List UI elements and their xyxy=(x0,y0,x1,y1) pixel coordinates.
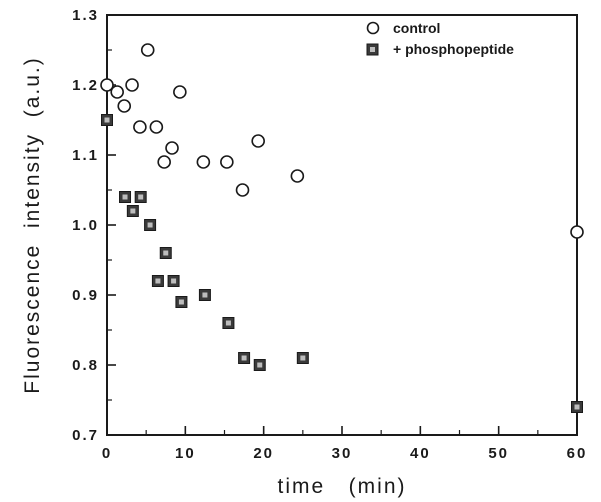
y-tick-label: 1.3 xyxy=(72,7,99,24)
axis-ticks xyxy=(106,14,578,436)
legend-label-control: control xyxy=(393,20,440,36)
phosphopeptide-point xyxy=(222,317,235,329)
control-point xyxy=(100,78,114,92)
phosphopeptide-point xyxy=(151,275,164,287)
x-axis-title: time (min) xyxy=(278,475,407,498)
x-tick-label: 0 xyxy=(102,445,112,462)
x-tick-label: 50 xyxy=(488,445,509,462)
y-tick-label: 0.7 xyxy=(72,427,99,444)
phosphopeptide-point xyxy=(198,289,211,301)
control-point xyxy=(149,120,164,134)
phosphopeptide-point xyxy=(167,275,180,287)
legend-label-phosphopeptide: + phosphopeptide xyxy=(393,41,514,57)
y-tick-label: 1.1 xyxy=(72,147,99,164)
phosphopeptide-point xyxy=(126,205,139,217)
data-marks xyxy=(100,43,584,413)
control-point xyxy=(117,99,132,113)
phosphopeptide-point xyxy=(119,191,132,203)
control-point xyxy=(133,120,147,134)
y-tick-label: 0.8 xyxy=(72,357,99,374)
x-tick-label: 40 xyxy=(410,445,431,462)
y-tick-label: 0.9 xyxy=(72,287,99,304)
control-point xyxy=(165,141,179,155)
phosphopeptide-point xyxy=(253,359,266,371)
legend-marker-phosphopeptide xyxy=(366,43,379,56)
phosphopeptide-point xyxy=(238,352,251,364)
phosphopeptide-point xyxy=(571,401,583,413)
y-tick-label: 1.0 xyxy=(72,217,99,234)
control-point xyxy=(235,183,250,197)
control-point xyxy=(140,43,155,57)
phosphopeptide-point xyxy=(134,191,147,203)
x-tick-label: 10 xyxy=(175,445,196,462)
control-point xyxy=(125,78,139,92)
control-point xyxy=(251,134,265,148)
legend: control + phosphopeptide xyxy=(366,20,514,57)
plot-frame xyxy=(106,14,578,436)
phosphopeptide-point xyxy=(144,219,157,231)
y-tick-label: 1.2 xyxy=(72,77,99,94)
phosphopeptide-point xyxy=(175,296,188,308)
control-point xyxy=(157,155,171,169)
tick-labels: 0 10 20 30 40 50 60 0.7 0.8 0.9 1.0 1.1 1.2 1.3 xyxy=(72,7,588,462)
x-tick-label: 20 xyxy=(253,445,274,462)
legend-marker-control xyxy=(366,21,380,35)
phosphopeptide-point xyxy=(101,114,113,126)
phosphopeptide-point xyxy=(296,352,309,364)
control-point xyxy=(173,85,187,99)
x-tick-label: 30 xyxy=(332,445,353,462)
control-point xyxy=(290,169,305,183)
control-point xyxy=(570,225,584,239)
y-axis-title: Fluorescence intensity (a.u.) xyxy=(21,56,44,393)
control-point xyxy=(220,155,234,169)
x-tick-label: 60 xyxy=(567,445,588,462)
control-point xyxy=(110,85,124,99)
control-point xyxy=(196,155,211,169)
phosphopeptide-point xyxy=(159,247,172,259)
